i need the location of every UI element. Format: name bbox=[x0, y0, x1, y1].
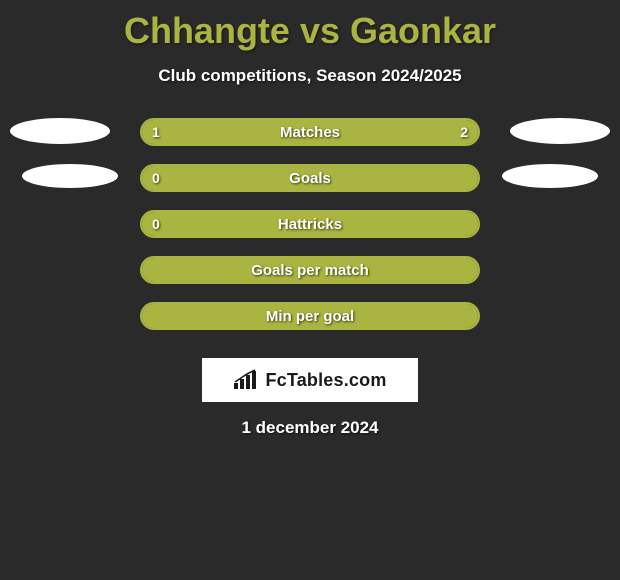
bar-value-left: 1 bbox=[152, 120, 160, 144]
bar-fill-right bbox=[142, 166, 478, 190]
brand-text: FcTables.com bbox=[265, 370, 386, 391]
page-title: Chhangte vs Gaonkar bbox=[0, 0, 620, 52]
bar-track: Min per goal bbox=[140, 302, 480, 330]
page-subtitle: Club competitions, Season 2024/2025 bbox=[0, 66, 620, 86]
bar-track: Goals per match bbox=[140, 256, 480, 284]
bar-track: 0 Hattricks bbox=[140, 210, 480, 238]
bar-fill-right bbox=[142, 258, 478, 282]
stat-row-matches: 1 2 Matches bbox=[0, 118, 620, 164]
bar-fill-right bbox=[142, 212, 478, 236]
stat-row-goals-per-match: Goals per match bbox=[0, 256, 620, 302]
stats-area: 1 2 Matches 0 Goals 0 Hattricks Goals pe… bbox=[0, 118, 620, 348]
date-line: 1 december 2024 bbox=[0, 418, 620, 438]
bar-value-left: 0 bbox=[152, 166, 160, 190]
stat-row-min-per-goal: Min per goal bbox=[0, 302, 620, 348]
bar-fill-right bbox=[142, 304, 478, 328]
bar-value-left: 0 bbox=[152, 212, 160, 236]
stat-row-hattricks: 0 Hattricks bbox=[0, 210, 620, 256]
chart-bars-icon bbox=[233, 369, 259, 391]
stat-row-goals: 0 Goals bbox=[0, 164, 620, 210]
bar-track: 1 2 Matches bbox=[140, 118, 480, 146]
brand-box: FcTables.com bbox=[202, 358, 418, 402]
bar-track: 0 Goals bbox=[140, 164, 480, 192]
bar-fill-right bbox=[253, 120, 478, 144]
bar-value-right: 2 bbox=[460, 120, 468, 144]
